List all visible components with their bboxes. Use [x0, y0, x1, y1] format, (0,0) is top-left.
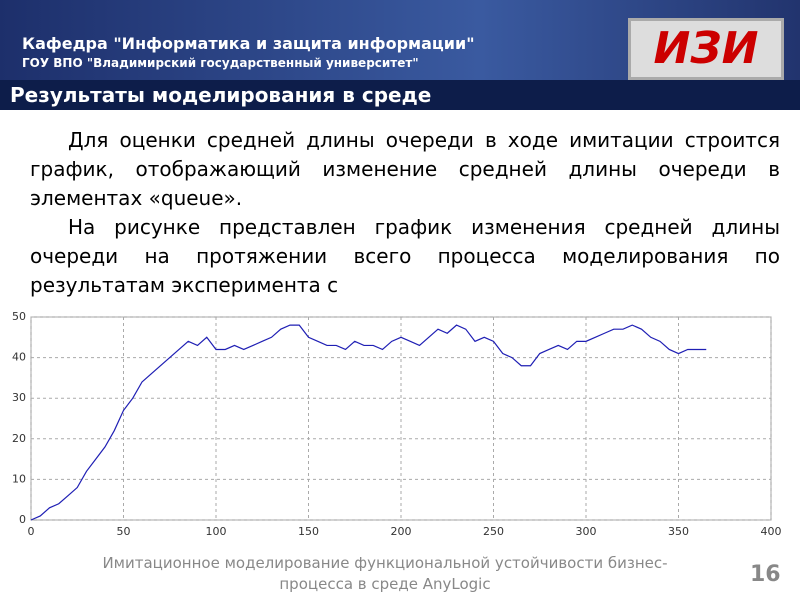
x-tick-label: 250 — [483, 525, 504, 538]
x-tick-label: 350 — [668, 525, 689, 538]
y-tick-label: 30 — [12, 391, 26, 404]
x-tick-label: 150 — [298, 525, 319, 538]
slide-title: Результаты моделирования в среде — [0, 80, 800, 110]
chart-bg — [0, 308, 800, 548]
department: Кафедра "Информатика и защита информации… — [22, 34, 475, 53]
x-tick-label: 300 — [576, 525, 597, 538]
footer-text: процесса в среде AnyLogic — [279, 575, 491, 593]
logo: ИЗИ — [628, 18, 784, 80]
chart: 0 10 20 30 40 50 0 50 100 150 200 250 300 350 400 — [0, 308, 800, 548]
y-tick-label: 40 — [12, 351, 26, 364]
y-tick-label: 50 — [12, 310, 26, 323]
x-tick-label: 200 — [391, 525, 412, 538]
y-tick-label: 20 — [12, 432, 26, 445]
footer-text: Имитационное моделирование функционально… — [102, 554, 668, 572]
x-tick-label: 50 — [117, 525, 131, 538]
y-tick-label: 0 — [19, 513, 26, 526]
paragraph: Для оценки средней длины очереди в ходе … — [30, 128, 780, 210]
paragraph: На рисунке представлен график изменения … — [30, 215, 780, 297]
university: ГОУ ВПО "Владимирский государственный ун… — [22, 56, 419, 70]
x-tick-label: 100 — [206, 525, 227, 538]
x-tick-label: 0 — [28, 525, 35, 538]
page-number: 16 — [750, 562, 781, 587]
x-tick-label: 400 — [761, 525, 782, 538]
y-tick-label: 10 — [12, 472, 26, 485]
data-line — [30, 324, 707, 521]
